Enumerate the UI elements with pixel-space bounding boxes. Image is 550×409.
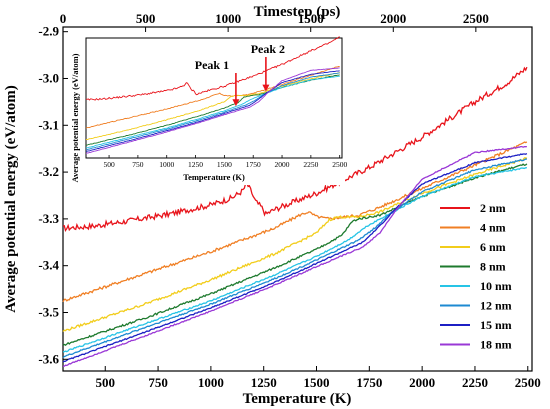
top-tick-label: 2000 [380,11,406,26]
top-axis-title: Timestep (ps) [254,4,341,20]
inset-x-tick-label: 2250 [303,160,318,169]
inset-series-line-6 [85,70,340,152]
top-tick-label: 0 [60,11,67,26]
legend: 2 nm 4 nm 6 nm 8 nm 10 nm 12 nm 15 nm 18 nm [440,201,512,352]
inset-y-axis-title: Average potential energy (eV/atom) [70,53,80,182]
y-tick-label: -3.2 [38,164,59,179]
legend-label-6: 15 nm [480,318,512,332]
axis-ticks: 500 750 1000 1250 1500 1750 2000 2250 2500 0 500 10… [38,11,540,390]
peak-arrowhead-2 [262,84,270,92]
top-tick-label: 1500 [298,11,324,26]
legend-label-7: 18 nm [480,338,512,352]
peak-label-2: Peak 2 [251,42,285,56]
y-tick-label: -3.5 [38,304,59,319]
x-tick-label: 1250 [251,375,277,390]
inset-x-tick-label: 1250 [188,160,203,169]
inset-series-line-1 [85,65,340,129]
legend-label-1: 4 nm [480,221,506,235]
x-tick-label: 1750 [356,375,382,390]
inset-series-line-4 [86,75,340,149]
legend-label-4: 10 nm [480,279,512,293]
series-line-5 [62,158,528,359]
top-tick-label: 500 [136,11,156,26]
top-tick-label: 2500 [463,11,489,26]
y-axis-title: Average potential energy (eV/atom) [3,85,19,313]
x-axis-title: Temperature (K) [243,391,352,407]
x-tick-label: 2500 [515,375,541,390]
plot-frame [62,26,533,372]
inset-series-line-2 [86,71,340,140]
series-line-2 [62,157,528,332]
inset-series-line-7 [85,67,340,154]
x-tick-label: 1500 [304,375,330,390]
inset-series-line-5 [85,72,340,151]
series-line-1 [62,141,528,303]
series-line-6 [62,153,528,363]
inset-axis-ticks: 500 750 1000 1250 1500 1750 2000 2250 2500 [103,155,347,169]
peak-label-1: Peak 1 [195,58,229,72]
inset-annotations: Peak 1 Peak 2 [195,42,285,107]
inset-x-tick-label: 750 [132,160,144,169]
x-tick-label: 1000 [198,375,224,390]
series-line-7 [62,145,527,367]
y-tick-label: -3.4 [38,258,59,273]
y-tick-label: -3.6 [38,351,59,366]
inset-x-tick-label: 1750 [246,160,261,169]
y-tick-label: -2.9 [38,24,59,39]
y-tick-label: -3.3 [38,211,59,226]
inset-x-axis-title: Temperature (K) [183,172,245,182]
main-series-group [62,66,528,367]
series-line-3 [62,163,528,346]
top-tick-label: 1000 [215,11,241,26]
x-tick-label: 2000 [409,375,435,390]
x-tick-label: 2250 [462,375,488,390]
legend-label-5: 12 nm [480,299,512,313]
x-tick-label: 750 [148,375,168,390]
legend-label-2: 6 nm [480,240,506,254]
inset-x-tick-label: 2500 [332,160,347,169]
series-line-4 [62,166,528,353]
inset-series-line-0 [85,36,340,101]
peak-arrowhead-1 [232,99,240,107]
legend-label-3: 8 nm [480,260,506,274]
series-line-0 [62,66,528,233]
inset-x-tick-label: 1000 [159,160,174,169]
inset-x-tick-label: 1500 [217,160,232,169]
x-tick-label: 500 [96,375,116,390]
legend-label-0: 2 nm [480,201,506,215]
inset-frame [85,37,343,159]
inset-x-tick-label: 500 [103,160,115,169]
inset-chart: 500 750 1000 1250 1500 1750 2000 2250 2500 Tempe… [70,36,347,185]
inset-x-tick-label: 2000 [275,160,290,169]
y-tick-label: -3.1 [38,117,59,132]
y-tick-label: -3.0 [38,70,59,85]
inset-series-group [85,36,340,154]
